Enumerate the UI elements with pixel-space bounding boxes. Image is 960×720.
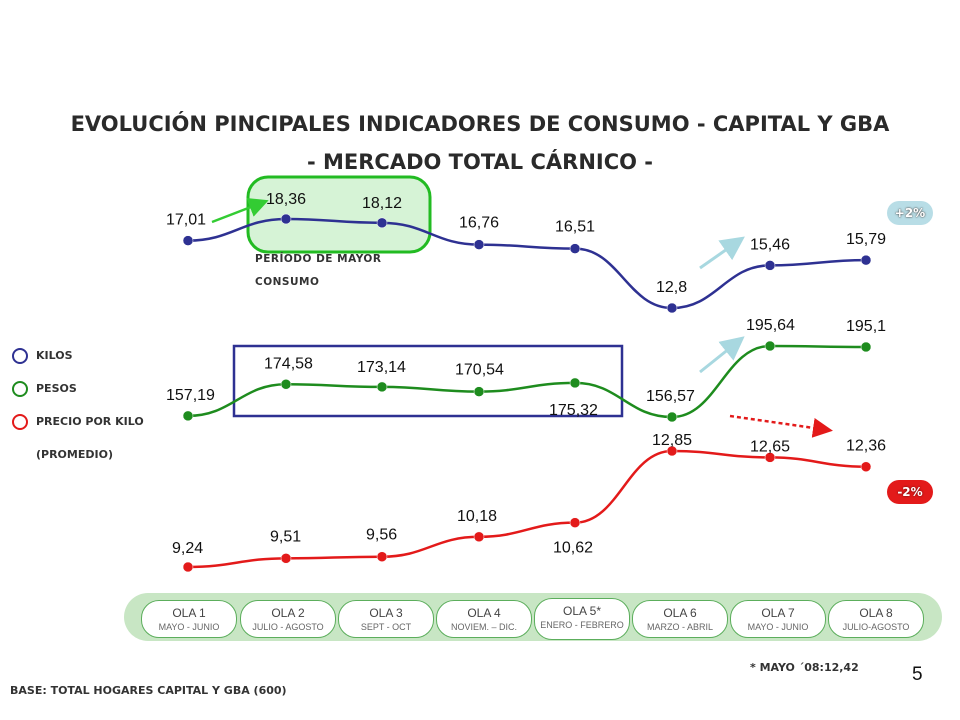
series-line-precio: [187, 449, 867, 569]
wave-name: OLA 1: [172, 606, 206, 620]
point-pesos-2: [280, 379, 292, 390]
point-pesos-1: [182, 410, 194, 422]
wave-name: OLA 8: [859, 606, 893, 620]
point-pesos-8: [860, 341, 872, 353]
data-label-kilos-2: 18,36: [266, 191, 306, 208]
data-label-pesos-1: 157,19: [166, 387, 215, 404]
wave-button-5[interactable]: OLA 5* ENERO - FEBRERO: [534, 598, 630, 640]
base-note: BASE: TOTAL HOGARES CAPITAL Y GBA (600): [10, 684, 287, 697]
legend-kilos-label: KILOS: [36, 349, 73, 362]
pesos-frame: [232, 344, 624, 418]
wave-period: NOVIEM. – DIC.: [450, 622, 517, 632]
data-label-precio-4: 10,18: [457, 508, 497, 525]
wave-name: OLA 2: [271, 606, 305, 620]
peak-period-note-line2: CONSUMO: [255, 276, 319, 288]
pesos-rise-arrow: [699, 336, 745, 374]
point-precio-6: [666, 445, 678, 457]
data-label-pesos-5: 175,32: [549, 402, 598, 419]
point-pesos-7: [764, 340, 776, 352]
point-pesos-5: [569, 377, 581, 389]
point-precio-5: [569, 517, 581, 528]
data-label-precio-5: 10,62: [553, 540, 593, 557]
wave-period: MAYO - JUNIO: [158, 622, 220, 632]
data-label-kilos-7: 15,46: [750, 236, 790, 253]
wave-period: MAYO - JUNIO: [747, 622, 809, 632]
point-kilos-4: [473, 239, 485, 250]
data-label-kilos-6: 12,8: [656, 279, 687, 296]
data-label-pesos-6: 156,57: [646, 388, 695, 405]
series-line-kilos: [187, 217, 867, 310]
data-label-kilos-3: 18,12: [362, 195, 402, 212]
wave-name: OLA 4: [467, 606, 501, 620]
peak-arrow: [211, 198, 269, 224]
peak-period-note-line1: PERÍODO DE MAYOR: [255, 252, 381, 265]
wave-period: JULIO-AGOSTO: [842, 622, 910, 632]
footnote: * MAYO ´08:12,42: [750, 661, 859, 674]
wave-button-4[interactable]: OLA 4 NOVIEM. – DIC.: [436, 600, 532, 638]
data-label-kilos-1: 17,01: [166, 212, 206, 229]
wave-button-3[interactable]: OLA 3 SEPT - OCT: [338, 600, 434, 638]
point-kilos-6: [666, 302, 678, 314]
data-label-precio-3: 9,56: [366, 527, 397, 544]
badge-increase: +2%: [887, 201, 933, 225]
point-kilos-7: [764, 260, 776, 271]
legend-pesos-label: PESOS: [36, 382, 77, 395]
chart-title: EVOLUCIÓN PINCIPALES INDICADORES DE CONS…: [0, 105, 960, 181]
title-line-2: - MERCADO TOTAL CÁRNICO -: [306, 150, 654, 174]
wave-button-2[interactable]: OLA 2 JULIO - AGOSTO: [240, 600, 336, 638]
point-kilos-1: [182, 235, 194, 246]
wave-period: SEPT - OCT: [360, 622, 412, 632]
data-label-pesos-8: 195,1: [846, 318, 886, 335]
data-label-precio-2: 9,51: [270, 528, 301, 545]
title-line-1: EVOLUCIÓN PINCIPALES INDICADORES DE CONS…: [70, 112, 890, 136]
series-layer: 17,01 18,36 18,12 16,76 16,51 12,8 15,46 15,79 1…: [166, 191, 886, 573]
data-label-kilos-5: 16,51: [555, 219, 595, 236]
data-label-kilos-4: 16,76: [459, 215, 499, 232]
data-label-precio-8: 12,36: [846, 438, 886, 455]
point-kilos-8: [860, 254, 872, 266]
price-fall-arrow: [729, 414, 833, 438]
wave-period: JULIO - AGOSTO: [252, 622, 324, 632]
legend-kilos-icon: [12, 348, 28, 364]
wave-name: OLA 7: [761, 606, 795, 620]
data-label-pesos-4: 170,54: [455, 362, 504, 379]
point-precio-4: [473, 531, 485, 543]
wave-name: OLA 5*: [562, 604, 602, 618]
point-precio-2: [280, 553, 292, 564]
wave-button-8[interactable]: OLA 8 JULIO-AGOSTO: [828, 600, 924, 638]
legend-precio-sublabel: (PROMEDIO): [36, 448, 113, 461]
wave-period: MARZO - ABRIL: [646, 622, 713, 632]
wave-button-7[interactable]: OLA 7 MAYO - JUNIO: [730, 600, 826, 638]
point-pesos-3: [376, 381, 388, 393]
point-pesos-4: [473, 386, 485, 397]
point-pesos-6: [666, 411, 678, 423]
point-precio-3: [376, 551, 388, 562]
page-number: 5: [912, 664, 923, 685]
kilos-rise-arrow: [699, 236, 745, 270]
peak-period-highlight: [246, 175, 432, 254]
data-label-precio-1: 9,24: [172, 540, 203, 557]
point-precio-7: [764, 452, 776, 463]
wave-period: ENERO - FEBRERO: [540, 620, 624, 630]
wave-button-1[interactable]: OLA 1 MAYO - JUNIO: [141, 600, 237, 638]
wave-name: OLA 6: [663, 606, 697, 620]
data-label-pesos-7: 195,64: [746, 317, 795, 334]
wave-name: OLA 3: [369, 606, 403, 620]
legend-precio-icon: [12, 414, 28, 430]
point-kilos-3: [376, 217, 388, 229]
point-kilos-5: [569, 243, 581, 254]
legend-precio-label: PRECIO POR KILO: [36, 415, 144, 428]
data-label-precio-6: 12,85: [652, 432, 692, 449]
data-label-precio-7: 12,65: [750, 438, 790, 455]
data-label-pesos-2: 174,58: [264, 355, 313, 372]
point-kilos-2: [280, 213, 292, 225]
badge-decrease: -2%: [887, 480, 933, 504]
legend-pesos-icon: [12, 381, 28, 397]
data-label-kilos-8: 15,79: [846, 231, 886, 248]
data-label-pesos-3: 173,14: [357, 359, 406, 376]
point-precio-8: [860, 461, 872, 472]
wave-button-6[interactable]: OLA 6 MARZO - ABRIL: [632, 600, 728, 638]
point-precio-1: [182, 561, 194, 573]
